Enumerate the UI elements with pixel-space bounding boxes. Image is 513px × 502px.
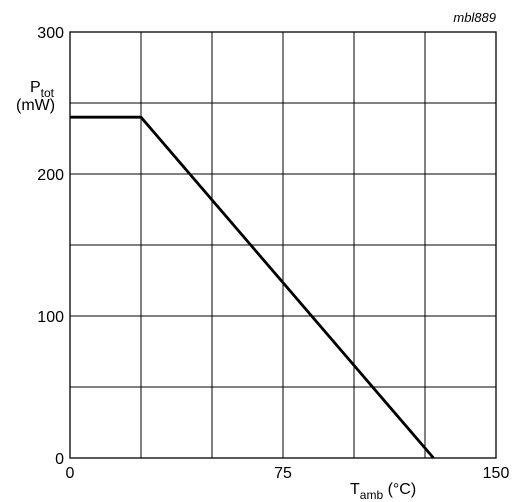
y-axis-label-sub: tot [41, 86, 55, 100]
x-tick-label: 150 [483, 465, 510, 482]
y-tick-label: 100 [37, 309, 64, 326]
y-tick-label: 200 [37, 167, 64, 184]
derating-curve [70, 115, 435, 459]
y-tick-label: 0 [55, 451, 64, 468]
x-axis-label-sub: amb [360, 488, 384, 502]
y-tick-labels: 0 100 200 300 [37, 25, 64, 468]
series-layer [70, 115, 435, 459]
plot-frame [69, 31, 497, 459]
y-axis-label-unit: (mW) [16, 97, 55, 114]
y-axis-label-top: Ptot [30, 79, 55, 100]
grid-layer [69, 31, 497, 459]
x-axis-label: Tamb (°C) [350, 481, 416, 502]
x-tick-labels: 0 75 150 [66, 465, 510, 482]
x-axis-label-unit: (°C) [383, 481, 416, 498]
figure-code: mbl889 [453, 10, 496, 25]
x-tick-label: 0 [66, 465, 75, 482]
y-tick-label: 300 [37, 25, 64, 42]
y-axis-label-main: P [30, 79, 41, 96]
x-tick-label: 75 [274, 465, 292, 482]
x-axis-label-main: T [350, 481, 360, 498]
